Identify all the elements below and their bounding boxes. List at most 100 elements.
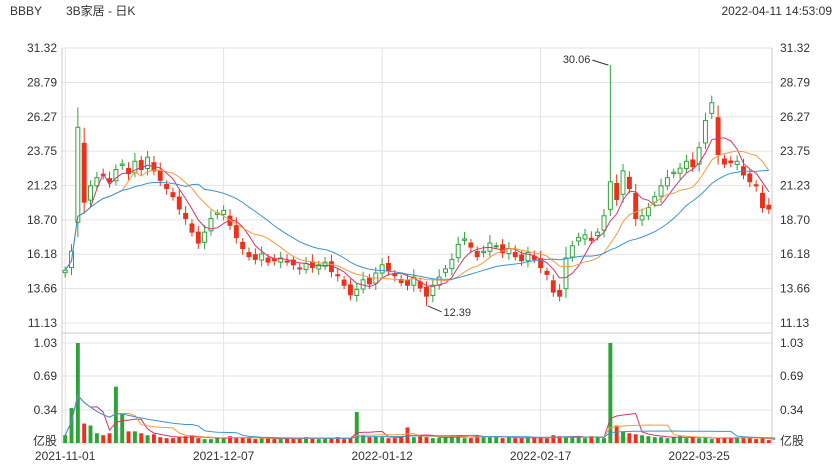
candle-up [582,234,588,240]
candle-up [113,168,119,182]
candle-down [183,212,189,220]
volume-bar [418,436,423,443]
candle-up [658,185,664,197]
volume-bar [614,425,619,443]
price-tick-label-right: 11.13 [780,316,809,330]
volume-bar [310,438,315,443]
volume-bar [335,437,340,443]
volume-bar [722,438,727,443]
volume-bar [557,436,562,443]
candle-up [671,171,677,175]
volume-bar [456,435,461,443]
volume-bar [595,437,600,443]
volume-bar [646,436,651,443]
candle-down [366,277,372,285]
candle-down [753,184,759,187]
candle-down [157,170,163,181]
candle-down [246,252,252,258]
volume-bar [323,438,328,443]
volume-bar [367,437,372,443]
volume-bar [506,437,511,443]
candle-down [728,160,734,164]
volume-bar [697,438,702,443]
price-tick-label-right: 18.70 [780,213,810,227]
price-tick-label-left: 31.32 [27,41,57,55]
price-tick-label-right: 28.79 [780,75,810,89]
volume-bar [766,440,771,443]
volume-bar [348,438,353,443]
volume-bar [627,433,632,443]
candle-up [202,231,208,243]
volume-bar [500,438,505,443]
date-tick-label: 2022-02-17 [510,449,572,463]
volume-ma5-line [64,394,776,440]
volume-bar [424,437,429,443]
volume-bar [538,437,543,443]
candle-up [734,160,740,165]
price-tick-label-left: 18.70 [27,213,57,227]
candle-down [626,176,632,190]
candle-up [354,288,360,296]
volume-ma20-line [64,394,776,439]
candle-up [569,245,575,258]
volume-bar [583,438,587,443]
volume-bar [665,438,670,443]
grid [62,47,772,443]
volume-tick-label-right: 0.69 [780,369,804,383]
volume-bar [602,438,606,443]
volume-bar [278,439,283,443]
candle-up [221,209,227,215]
candle-down [335,274,341,277]
volume-bar [380,437,385,443]
volume-bar [684,438,689,443]
candle-down [170,192,176,198]
volume-ma [64,394,776,440]
volume-bar [139,433,144,443]
price-tick-label-left: 21.23 [27,178,57,192]
volume-bar [272,439,277,443]
candle-down [531,255,537,260]
candle-down [189,223,195,233]
date-tick-label: 2022-01-12 [351,449,413,463]
volume-bar [266,438,270,443]
candle-down [81,142,87,203]
volume-bar [132,431,137,443]
candle-down [138,160,144,170]
volume-bar [373,436,378,443]
volume-bar [113,386,118,443]
candle-up [278,257,284,263]
annotations: 30.06 12.39 [427,54,609,319]
volume-bar [361,435,366,443]
ticker-symbol: BBBY [10,4,42,18]
candle-up [493,245,499,248]
candle-up [379,264,385,274]
price-tick-label-right: 31.32 [780,41,810,55]
candle-up [88,185,93,201]
volume-bar [145,435,150,443]
volume-bar [551,435,556,443]
volume-bar [519,438,524,443]
volume-tick-label-left: 0.34 [34,403,58,417]
volume-bar [481,436,486,443]
candle-up [683,160,689,169]
price-tick-label-left: 26.27 [27,110,57,124]
candle-up [62,269,68,274]
candle-down [544,270,550,275]
moving-averages [64,137,770,288]
axes: 31.32 31.32 28.79 28.79 26.27 26.27 23.75 23.75… [27,41,810,463]
volume-bar [532,438,537,443]
volume-bar [709,439,714,443]
candle-down [265,257,271,263]
volume-tick-label-right: 0.34 [780,403,804,417]
volume-bar [297,438,302,443]
candle-down [550,280,556,293]
price-tick-label-left: 11.13 [28,316,57,330]
volume-bar [126,431,131,443]
candles [62,65,772,306]
volume-bar [411,437,416,443]
volume-tick-label-left: 0.69 [34,369,58,383]
volume-bar [462,438,467,443]
price-tick-label-right: 23.75 [780,144,810,158]
volume-bar [544,438,549,443]
